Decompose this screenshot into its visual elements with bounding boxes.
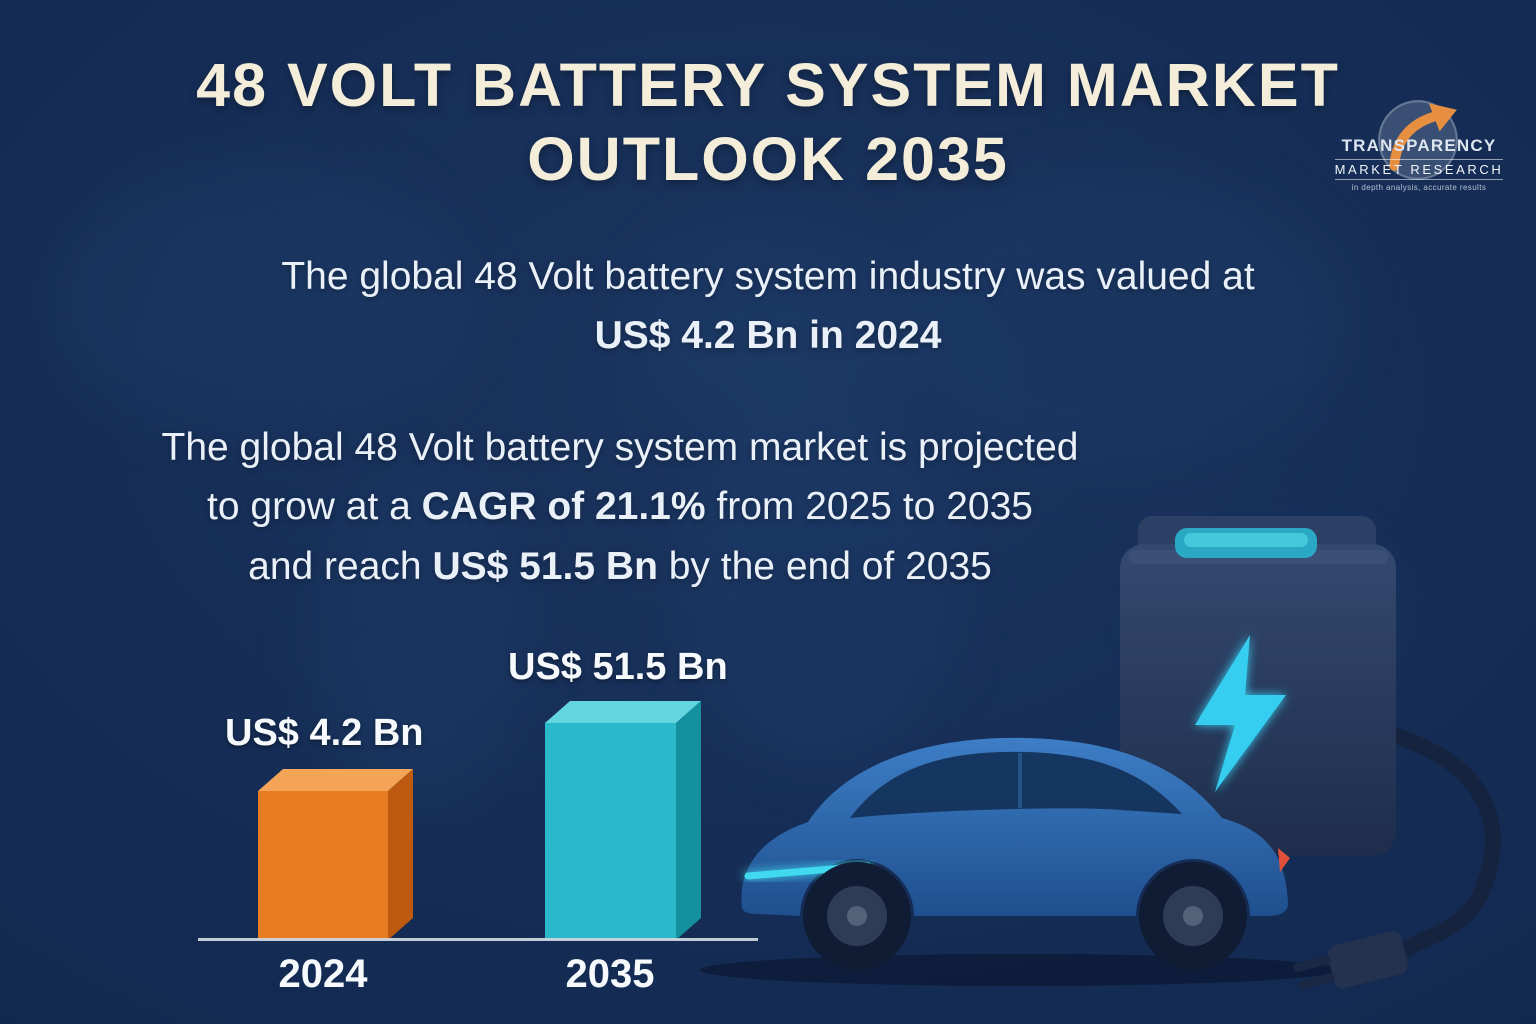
category-label-2024: 2024 [278,952,368,996]
bar-2024-top-face [258,769,413,791]
bar-2035-top-face [545,701,701,723]
ev-illustration [700,516,1501,990]
front-wheel [803,862,911,970]
projection-paragraph: The global 48 Volt battery system market… [90,418,1150,596]
tmr-logo: TRANSPARENCY MARKET RESEARCH in depth an… [1324,92,1514,212]
bar-2035-front-face [545,723,676,940]
page-title: 48 VOLT BATTERY SYSTEM MARKET OUTLOOK 20… [0,48,1536,197]
logo-tagline: in depth analysis, accurate results [1351,183,1487,192]
rear-wheel [1139,862,1247,970]
lightning-bolt-icon [1195,635,1286,792]
bar-2024 [258,769,413,940]
bar-2024-front-face [258,791,388,940]
cagr-value: CAGR of 21.1% [421,485,706,529]
logo-text: TRANSPARENCY MARKET RESEARCH in depth an… [1324,136,1514,192]
charging-cable [1385,727,1501,966]
car-windows [850,751,1182,818]
page-title-line1: 48 VOLT BATTERY SYSTEM MARKET [196,51,1340,119]
rear-light [1278,848,1290,872]
car-icon [741,737,1290,970]
intro-valuation: US$ 4.2 Bn in 2024 [594,313,942,357]
page-title-line2: OUTLOOK 2035 [527,125,1009,194]
category-label-2035: 2035 [565,952,655,996]
bar-2035-side-face [676,701,701,940]
projection-line2: to grow at a CAGR of 21.1% from 2025 to … [207,485,1033,529]
chart-baseline [198,938,758,941]
logo-brand-top: TRANSPARENCY [1341,136,1497,155]
forecast-value: US$ 51.5 Bn [432,544,658,588]
value-label-2024: US$ 4.2 Bn [225,712,424,754]
value-label-2035: US$ 51.5 Bn [508,646,728,688]
bar-2024-side-face [388,769,413,940]
intro-paragraph: The global 48 Volt battery system indust… [0,248,1536,365]
battery-icon [1120,516,1396,856]
logo-brand-bottom: MARKET RESEARCH [1334,159,1504,180]
bar-2035 [545,701,701,940]
projection-line1: The global 48 Volt battery system market… [161,426,1079,469]
intro-line1: The global 48 Volt battery system indust… [281,255,1255,298]
ground-shadow [700,954,1340,986]
plug-icon [1293,931,1408,990]
projection-line3: and reach US$ 51.5 Bn by the end of 2035 [248,544,992,588]
